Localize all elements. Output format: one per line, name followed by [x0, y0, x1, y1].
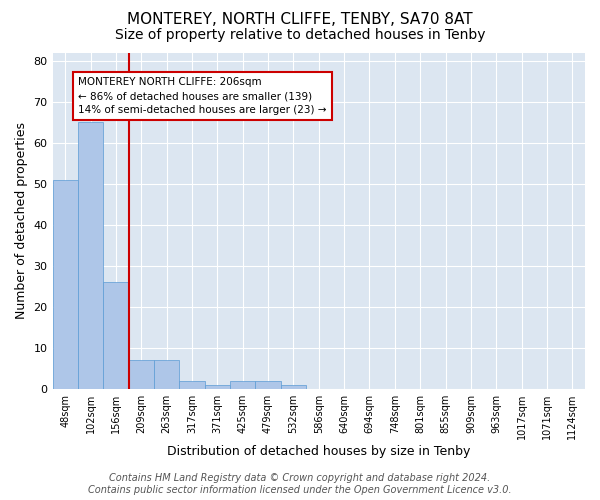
Text: MONTEREY, NORTH CLIFFE, TENBY, SA70 8AT: MONTEREY, NORTH CLIFFE, TENBY, SA70 8AT	[127, 12, 473, 28]
Bar	[179, 380, 205, 388]
Bar	[230, 380, 256, 388]
Bar	[205, 384, 230, 388]
Text: Size of property relative to detached houses in Tenby: Size of property relative to detached ho…	[115, 28, 485, 42]
Y-axis label: Number of detached properties: Number of detached properties	[15, 122, 28, 319]
Bar	[281, 384, 306, 388]
Bar	[256, 380, 281, 388]
Bar	[103, 282, 128, 389]
Bar	[53, 180, 78, 388]
Text: Contains HM Land Registry data © Crown copyright and database right 2024.
Contai: Contains HM Land Registry data © Crown c…	[88, 474, 512, 495]
X-axis label: Distribution of detached houses by size in Tenby: Distribution of detached houses by size …	[167, 444, 470, 458]
Bar	[154, 360, 179, 388]
Bar	[78, 122, 103, 388]
Bar	[128, 360, 154, 388]
Text: MONTEREY NORTH CLIFFE: 206sqm
← 86% of detached houses are smaller (139)
14% of : MONTEREY NORTH CLIFFE: 206sqm ← 86% of d…	[78, 77, 326, 115]
